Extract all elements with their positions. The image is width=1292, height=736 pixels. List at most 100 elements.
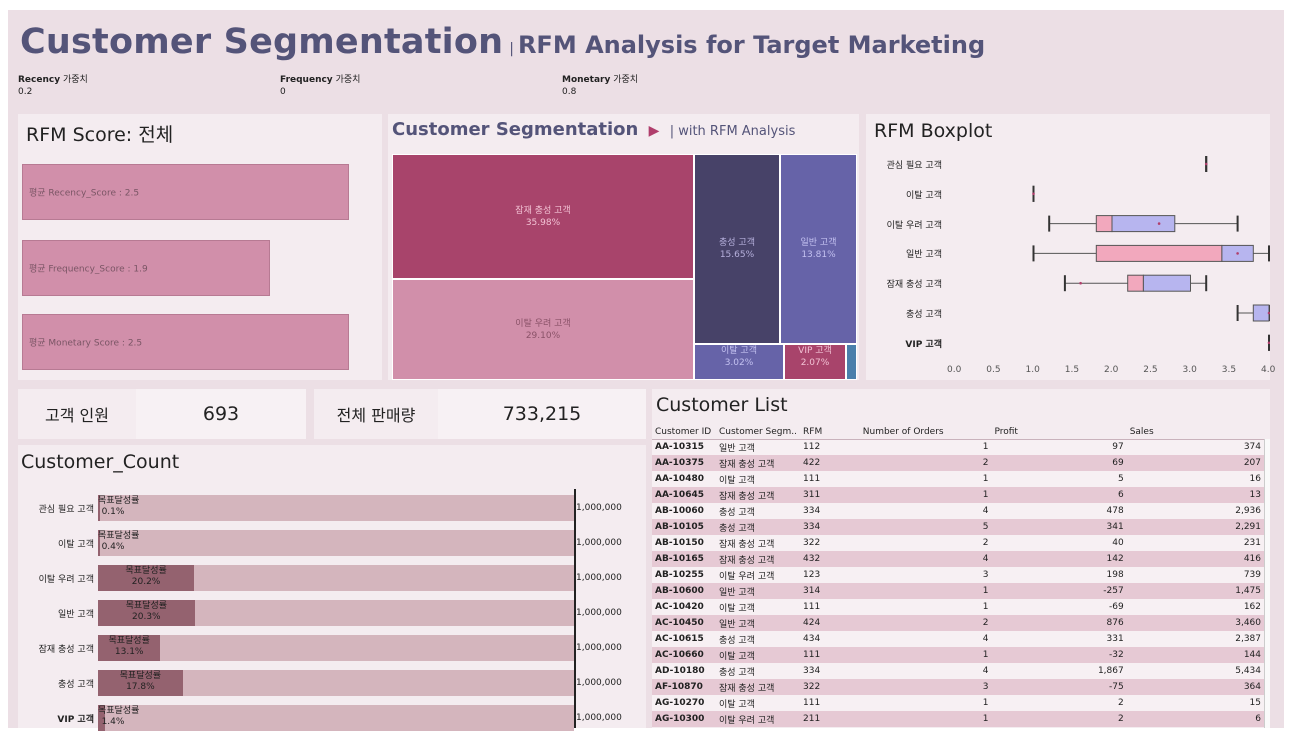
rate-value: 0.1% xyxy=(101,507,125,517)
boxplot-mean-dot xyxy=(1236,252,1239,255)
cell-profit: 2 xyxy=(991,711,1127,727)
customer-count-track[interactable]: 목표달성률 0.1% xyxy=(98,495,574,521)
treemap-cell[interactable]: 이탈 우려 고객 29.10% xyxy=(392,279,694,380)
customer-count-target: 1,000,000 xyxy=(576,608,622,618)
table-row[interactable]: AB-10150 잠재 충성 고객 322 2 40 231 xyxy=(652,535,1264,551)
treemap-chart: 잠재 충성 고객 35.98% 이탈 우려 고객 29.10% 충성 고객 15.65% 일… xyxy=(392,154,857,380)
param-recency[interactable]: Recency 가중치 0.2 xyxy=(18,74,88,98)
param-monetary[interactable]: Monetary 가중치 0.8 xyxy=(562,74,638,98)
treemap-cell[interactable]: 잠재 충성 고객 35.98% xyxy=(392,154,694,279)
customer-count-track[interactable]: 목표달성률 13.1% xyxy=(98,635,574,661)
boxplot-axis-tick: 1.0 xyxy=(1025,365,1040,375)
column-header-sales[interactable]: Sales xyxy=(1126,425,1264,440)
treemap-cell[interactable]: 일반 고객 13.81% xyxy=(780,154,857,344)
param-value[interactable]: 0 xyxy=(280,87,286,97)
boxplot-row[interactable] xyxy=(1204,156,1208,172)
column-header-profit[interactable]: Profit xyxy=(991,425,1127,440)
customer-count-rate-label: 목표달성률 0.1% xyxy=(98,496,139,518)
param-value[interactable]: 0.8 xyxy=(562,87,577,97)
boxplot-row-label: 일반 고객 xyxy=(906,250,942,261)
cell-sales: 739 xyxy=(1126,567,1264,583)
treemap-cell[interactable] xyxy=(846,344,857,380)
rate-caption: 목표달성률 xyxy=(125,566,167,576)
table-row[interactable]: AD-10180 충성 고객 334 4 1,867 5,434 xyxy=(652,663,1264,679)
column-header-customer-id[interactable]: Customer ID xyxy=(652,425,716,440)
rate-value: 13.1% xyxy=(114,647,144,657)
boxplot-row[interactable] xyxy=(1236,304,1270,322)
treemap-cell[interactable]: 이탈 고객 3.02% xyxy=(694,344,784,380)
boxplot-row[interactable] xyxy=(1267,334,1270,351)
table-row[interactable]: AB-10060 충성 고객 334 4 478 2,936 xyxy=(652,503,1264,519)
cell-sales: 374 xyxy=(1126,439,1264,455)
boxplot-upper-box xyxy=(1142,274,1191,292)
param-frequency[interactable]: Frequency 가중치 0 xyxy=(280,74,360,98)
cell-profit: -75 xyxy=(991,679,1127,695)
boxplot-row[interactable] xyxy=(1063,274,1208,292)
table-row[interactable]: AA-10315 일반 고객 112 1 97 374 xyxy=(652,439,1264,455)
customer-count-fill xyxy=(98,495,100,521)
cell-orders: 2 xyxy=(859,535,992,551)
table-row[interactable]: AB-10165 잠재 충성 고객 432 4 142 416 xyxy=(652,551,1264,567)
cell-profit: 331 xyxy=(991,631,1127,647)
boxplot-row[interactable] xyxy=(1048,215,1239,233)
table-row[interactable]: AF-10870 잠재 충성 고객 322 3 -75 364 xyxy=(652,679,1264,695)
customer-count-row-label: 관심 필요 고객 xyxy=(38,505,94,515)
title-separator: | xyxy=(509,41,514,57)
rate-value: 20.3% xyxy=(132,612,161,622)
column-header-rfm[interactable]: RFM xyxy=(800,425,860,440)
treemap-cell-pct: 2.07% xyxy=(800,358,830,368)
cell-rfm: 334 xyxy=(800,503,860,519)
customer-list-title: Customer List xyxy=(656,394,788,416)
cell-orders: 1 xyxy=(859,471,992,487)
table-row[interactable]: AA-10375 잠재 충성 고객 422 2 69 207 xyxy=(652,455,1264,471)
rate-value: 17.8% xyxy=(126,682,155,692)
treemap-cell[interactable]: 충성 고객 15.65% xyxy=(694,154,780,344)
param-label: Recency xyxy=(18,75,61,85)
treemap-cell[interactable]: VIP 고객 2.07% xyxy=(784,344,846,380)
customer-count-track[interactable]: 목표달성률 17.8% xyxy=(98,670,574,696)
customer-count-rate-label: 목표달성률 17.8% xyxy=(98,671,183,693)
table-row[interactable]: AA-10480 이탈 고객 111 1 5 16 xyxy=(652,471,1264,487)
table-scrollbar[interactable] xyxy=(1264,439,1270,728)
cell-orders: 4 xyxy=(859,503,992,519)
cell-customer-id: AA-10315 xyxy=(652,439,716,455)
cell-orders: 1 xyxy=(859,439,992,455)
cell-orders: 2 xyxy=(859,615,992,631)
table-row[interactable]: AC-10420 이탈 고객 111 1 -69 162 xyxy=(652,599,1264,615)
customer-count-track[interactable]: 목표달성률 20.3% xyxy=(98,600,574,626)
cell-segment: 이탈 우려 고객 xyxy=(715,711,801,727)
table-row[interactable]: AB-10255 이탈 우려 고객 123 3 198 739 xyxy=(652,567,1264,583)
cell-rfm: 111 xyxy=(800,647,860,663)
column-header-segment[interactable]: Customer Segm.. xyxy=(715,425,801,440)
table-row[interactable]: AB-10105 충성 고객 334 5 341 2,291 xyxy=(652,519,1264,535)
table-row[interactable]: AB-10600 일반 고객 314 1 -257 1,475 xyxy=(652,583,1264,599)
boxplot-row[interactable] xyxy=(1032,185,1035,202)
cell-orders: 4 xyxy=(859,631,992,647)
column-header-orders[interactable]: Number of Orders xyxy=(859,425,992,440)
customer-count-track[interactable]: 목표달성률 20.2% xyxy=(98,565,574,591)
rfm-score-bar[interactable]: 평균 Frequency_Score : 1.9 xyxy=(22,240,270,296)
treemap-panel: Customer Segmentation ▶ | with RFM Analy… xyxy=(388,114,859,380)
table-header-row: Customer ID Customer Segm.. RFM Number o… xyxy=(652,425,1264,440)
cell-segment: 잠재 충성 고객 xyxy=(715,551,801,567)
treemap-cell-pct: 13.81% xyxy=(801,250,836,260)
dashboard-title: Customer Segmentation xyxy=(20,22,504,62)
table-row[interactable]: AC-10450 일반 고객 424 2 876 3,460 xyxy=(652,615,1264,631)
param-suffix: 가중치 xyxy=(62,75,88,85)
rate-value: 20.2% xyxy=(131,577,161,587)
rfm-score-bar[interactable]: 평균 Monetary Score : 2.5 xyxy=(22,314,349,370)
customer-count-track[interactable]: 목표달성률 1.4% xyxy=(98,705,574,731)
table-row[interactable]: AC-10660 이탈 고객 111 1 -32 144 xyxy=(652,647,1264,663)
rate-caption: 목표달성률 xyxy=(119,671,162,681)
param-value[interactable]: 0.2 xyxy=(18,87,33,97)
table-row[interactable]: AA-10645 잠재 충성 고객 311 1 6 13 xyxy=(652,487,1264,503)
cell-orders: 1 xyxy=(859,695,992,711)
rfm-score-bar[interactable]: 평균 Recency_Score : 2.5 xyxy=(22,164,349,220)
table-row[interactable]: AC-10615 충성 고객 434 4 331 2,387 xyxy=(652,631,1264,647)
table-row[interactable]: AG-10270 이탈 고객 111 1 2 15 xyxy=(652,695,1264,711)
customer-count-track[interactable]: 목표달성률 0.4% xyxy=(98,530,574,556)
rfm-score-panel: RFM Score: 전체 평균 Recency_Score : 2.5 평균 F… xyxy=(18,114,382,380)
table-row[interactable]: AG-10300 이탈 우려 고객 211 1 2 6 xyxy=(652,711,1264,727)
customer-count-value: 693 xyxy=(136,389,306,439)
boxplot-row[interactable] xyxy=(1032,244,1270,262)
